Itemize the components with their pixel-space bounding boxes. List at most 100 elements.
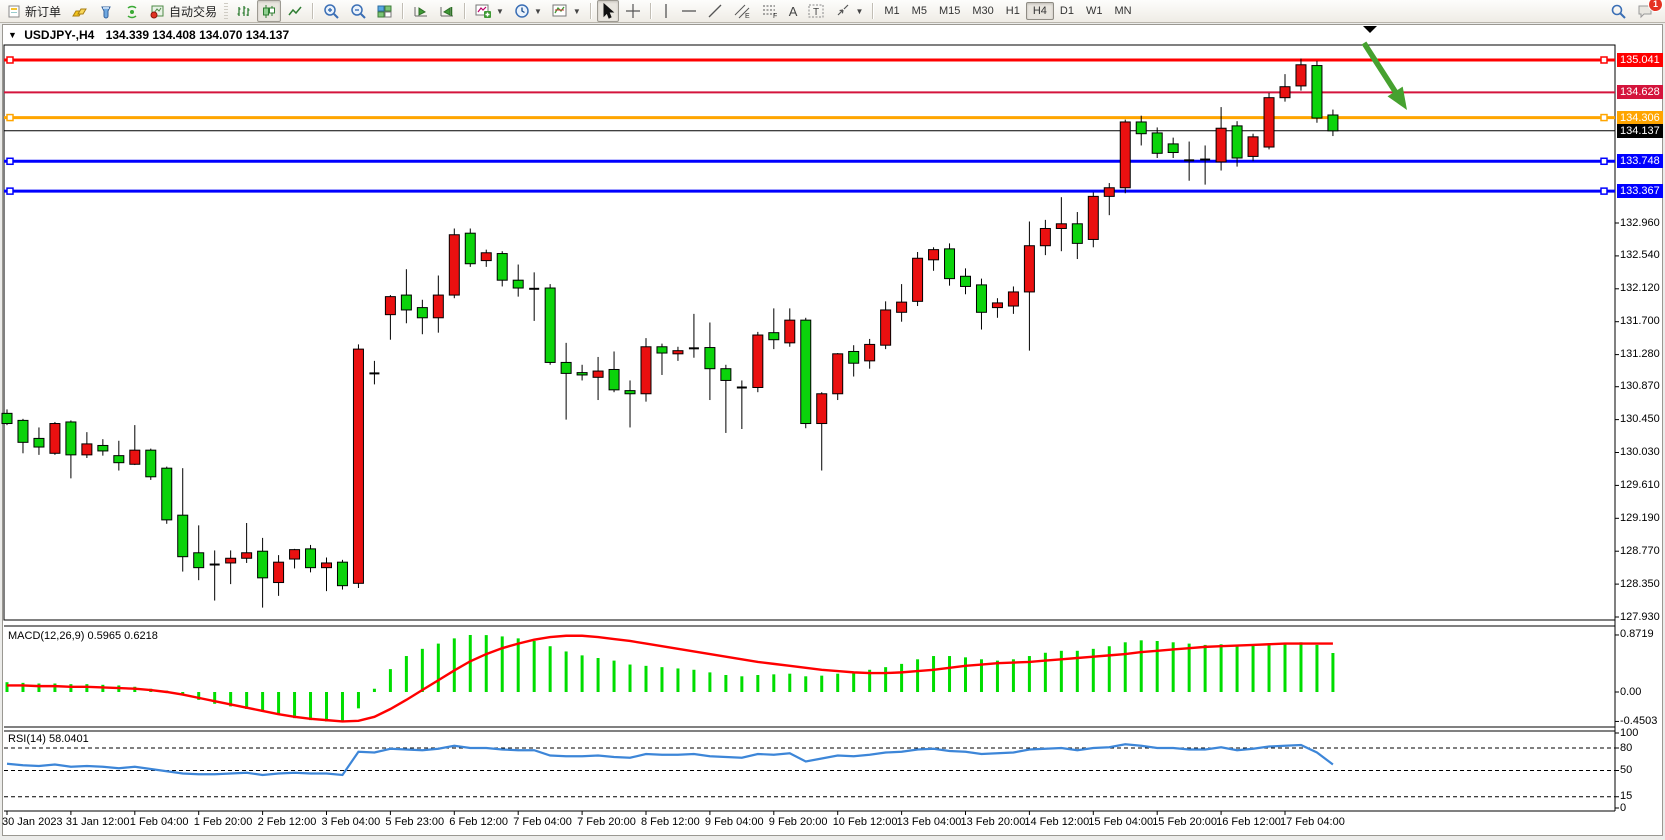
toolbar-separator xyxy=(589,3,592,19)
annotation-arrow xyxy=(1361,41,1407,110)
new-order-icon xyxy=(7,4,22,19)
text-tool-button[interactable]: A xyxy=(785,0,802,22)
macd-signal-line xyxy=(7,634,1333,723)
svg-text:T: T xyxy=(813,7,819,18)
gold-bars-icon xyxy=(71,4,88,19)
price-tick: 129.190 xyxy=(1620,511,1660,524)
macd-scale-tick: -0.4503 xyxy=(1620,714,1658,727)
date-label: 5 Feb 23:00 xyxy=(385,816,445,828)
date-label: 7 Feb 20:00 xyxy=(577,816,636,828)
bar-chart-icon xyxy=(235,4,251,19)
timeframe-m5[interactable]: M5 xyxy=(911,5,927,17)
chart-shift-icon xyxy=(439,4,455,19)
timeframe-mn[interactable]: MN xyxy=(1114,5,1132,17)
channel-tool-button[interactable]: E xyxy=(729,0,755,22)
zoom-in-icon xyxy=(323,3,340,19)
toolbar-grip xyxy=(224,3,229,19)
timeframe-h4[interactable]: H4 xyxy=(1025,2,1054,20)
rsi-scale-tick: 0 xyxy=(1620,801,1627,814)
vertical-line-tool-button[interactable] xyxy=(657,0,675,22)
zoom-out-button[interactable] xyxy=(346,0,371,22)
timeframe-m30[interactable]: M30 xyxy=(972,5,994,17)
candlestick-series xyxy=(1,58,1339,608)
toolbar-separator xyxy=(872,3,875,19)
cursor-tool-button[interactable] xyxy=(596,0,619,22)
price-tick: 130.030 xyxy=(1620,446,1660,458)
date-label: 15 Feb 20:00 xyxy=(1152,816,1218,828)
tile-windows-button[interactable] xyxy=(373,0,397,22)
line-anchor xyxy=(6,157,14,166)
trendline-icon xyxy=(707,3,723,19)
tile-windows-icon xyxy=(377,4,393,19)
date-label: 9 Feb 20:00 xyxy=(768,816,828,828)
rsi-scale-tick: 15 xyxy=(1620,790,1633,803)
price-level-tag: 133.367 xyxy=(1617,184,1663,199)
chart-shift-button[interactable] xyxy=(435,0,459,22)
timeframe-m1[interactable]: M1 xyxy=(884,5,900,17)
line-chart-mode-button[interactable] xyxy=(283,0,307,22)
notifications-button[interactable]: 1 xyxy=(1633,0,1663,22)
chevron-down-icon: ▼ xyxy=(572,6,581,16)
market-watch-icon xyxy=(98,4,114,19)
price-level-tag: 134.306 xyxy=(1617,110,1663,125)
date-label: 7 Feb 04:00 xyxy=(513,816,572,828)
template-button[interactable]: ▼ xyxy=(548,0,585,22)
chart-symbol: USDJPY-,H4 xyxy=(24,28,95,42)
date-label: 13 Feb 20:00 xyxy=(960,816,1026,828)
price-tick: 132.540 xyxy=(1620,249,1660,262)
toolbar-separator xyxy=(649,3,652,19)
new-order-button[interactable]: 新订单 xyxy=(3,0,65,22)
candlestick-mode-button[interactable] xyxy=(257,0,282,22)
price-tick: 128.770 xyxy=(1620,544,1660,557)
timeframe-w1[interactable]: W1 xyxy=(1085,5,1103,17)
autotrade-button[interactable]: 自动交易 xyxy=(146,0,221,22)
candlestick-icon xyxy=(261,4,277,19)
svg-text:F: F xyxy=(773,13,777,19)
line-anchor xyxy=(1600,113,1608,122)
equidistant-channel-icon: E xyxy=(733,3,751,20)
price-tick: 129.610 xyxy=(1620,478,1660,491)
zoom-in-button[interactable] xyxy=(319,0,344,22)
toolbar-separator xyxy=(464,3,467,19)
date-label: 30 Jan 2023 xyxy=(2,816,63,828)
new-chart-button[interactable]: ▼ xyxy=(471,0,508,22)
price-tick: 131.280 xyxy=(1620,348,1660,361)
timeframe-d1[interactable]: D1 xyxy=(1059,5,1074,17)
main-toolbar: 新订单 自动交易 xyxy=(0,0,1665,23)
periodicity-button[interactable]: ▼ xyxy=(510,0,546,22)
shapes-tool-button[interactable]: ▼ xyxy=(831,0,867,22)
auto-scroll-button[interactable] xyxy=(409,0,433,22)
fibonacci-icon: F xyxy=(761,3,779,20)
clock-icon xyxy=(514,3,530,19)
new-order-label: 新订单 xyxy=(25,4,62,19)
template-icon xyxy=(552,3,569,19)
price-axis[interactable]: 132.960 132.540 132.120 131.700 131.280 130.8… xyxy=(1616,24,1665,814)
price-tick: 132.960 xyxy=(1620,216,1660,229)
date-label: 10 Feb 12:00 xyxy=(832,816,898,828)
line-anchor xyxy=(1600,187,1608,195)
chart-menu-icon[interactable]: ▼ xyxy=(8,30,17,40)
rsi-scale-tick: 100 xyxy=(1620,726,1639,739)
chart-ohlc-values: 134.339 134.408 134.070 134.137 xyxy=(105,28,290,42)
signal-icon xyxy=(124,4,140,19)
search-button[interactable] xyxy=(1606,0,1631,22)
gold-button[interactable] xyxy=(67,0,92,22)
line-anchor xyxy=(6,56,14,64)
horizontal-line-tool-button[interactable] xyxy=(677,0,701,22)
label-tool-button[interactable]: T xyxy=(803,0,829,22)
fibonacci-tool-button[interactable]: F xyxy=(757,0,783,22)
signal-button[interactable] xyxy=(120,0,144,22)
timeframe-h1[interactable]: H1 xyxy=(1005,5,1020,17)
crosshair-tool-button[interactable] xyxy=(621,0,645,22)
date-label: 2 Feb 12:00 xyxy=(257,816,317,828)
bar-chart-mode-button[interactable] xyxy=(231,0,255,22)
arrows-icon xyxy=(835,3,851,19)
trendline-tool-button[interactable] xyxy=(703,0,727,22)
date-label: 15 Feb 04:00 xyxy=(1088,816,1154,828)
date-label: 14 Feb 12:00 xyxy=(1024,816,1090,828)
timeframe-m15[interactable]: M15 xyxy=(938,5,961,17)
market-watch-button[interactable] xyxy=(94,0,118,22)
time-axis[interactable]: 30 Jan 2023 31 Jan 12:00 1 Feb 04:00 1 Feb … xyxy=(0,814,1610,832)
chart-shift-marker xyxy=(1363,26,1377,33)
